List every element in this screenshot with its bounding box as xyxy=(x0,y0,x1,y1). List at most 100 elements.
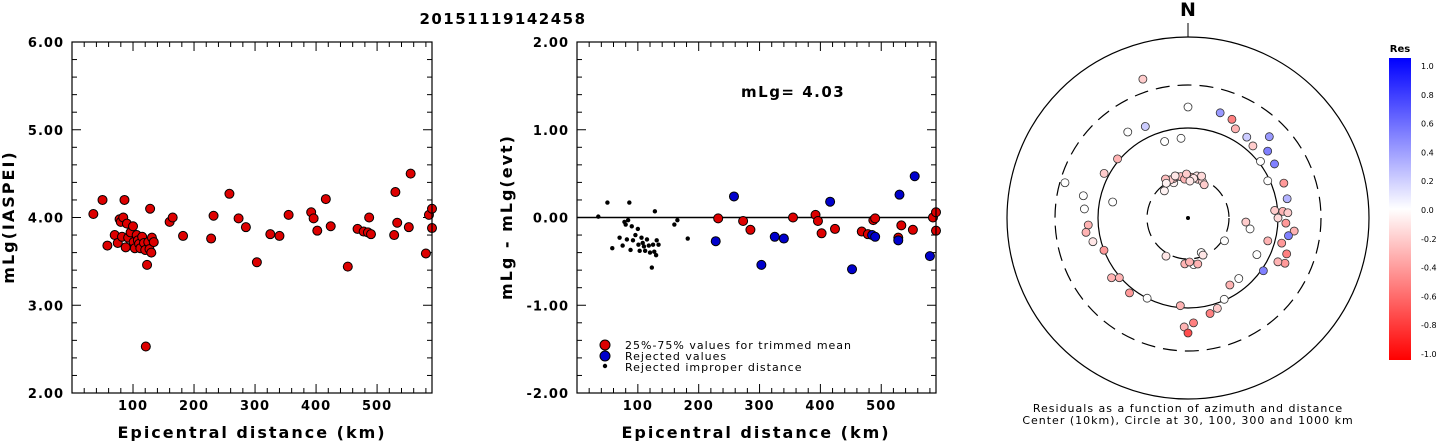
left-y-axis-title: mLg(IASPEI) xyxy=(0,150,18,283)
middle-point-trimmed-mean xyxy=(788,212,799,223)
polar-residual-point xyxy=(1083,220,1093,230)
middle-legend: 25%-75% values for trimmed mean Rejected… xyxy=(599,339,852,374)
middle-point-trimmed-mean xyxy=(812,216,823,227)
middle-y-tick-label: -2.00 xyxy=(527,387,569,402)
polar-residual-point xyxy=(1081,227,1091,237)
colorbar-tick-label: -0.2 xyxy=(1421,235,1437,244)
north-label: N xyxy=(1180,0,1196,21)
polar-residual-point xyxy=(1234,274,1244,283)
middle-point-improper-distance xyxy=(605,200,610,205)
magnitude-annotation: mLg= 4.03 xyxy=(741,83,845,101)
middle-x-tick-label: 100 xyxy=(623,399,653,414)
middle-point-improper-distance xyxy=(641,244,647,249)
middle-point-trimmed-mean xyxy=(896,220,907,231)
polar-residual-point xyxy=(1107,273,1116,283)
middle-y-axis-title: mLg - mLg(evt) xyxy=(497,134,516,300)
middle-point-improper-distance xyxy=(650,242,656,247)
legend-label-improper-distance: Rejected improper distance xyxy=(625,361,803,374)
left-x-tick-label: 300 xyxy=(240,399,270,414)
middle-y-tick-labels: -2.00 -1.00 0.00 1.00 2.00 xyxy=(527,36,569,402)
polar-residual-point xyxy=(1273,213,1283,223)
left-data-point xyxy=(167,212,178,223)
middle-plot-frame xyxy=(576,41,937,394)
polar-residual-point xyxy=(1283,208,1293,218)
polar-residual-point xyxy=(1215,108,1225,118)
left-y-tick-label: 6.00 xyxy=(28,36,64,51)
polar-residual-point xyxy=(1193,259,1203,269)
polar-residual-point xyxy=(1185,176,1195,186)
legend-marker-trimmed-mean xyxy=(599,339,611,351)
middle-point-rejected xyxy=(924,251,935,262)
middle-point-rejected xyxy=(756,259,767,270)
middle-point-rejected xyxy=(728,191,739,202)
left-data-point xyxy=(240,222,251,233)
middle-point-improper-distance xyxy=(635,226,641,232)
polar-residual-point xyxy=(1212,303,1222,313)
middle-point-improper-distance xyxy=(596,214,601,219)
left-data-point xyxy=(146,247,157,258)
middle-x-axis-title: Epicentral distance (km) xyxy=(621,423,890,441)
left-data-point xyxy=(283,209,294,220)
middle-point-improper-distance xyxy=(633,232,638,238)
polar-residual-point xyxy=(1138,74,1148,84)
middle-point-improper-distance xyxy=(637,248,642,254)
left-data-point xyxy=(224,188,235,199)
polar-panel: N Residuals as a function of azimuth and… xyxy=(1006,0,1370,427)
polar-caption-line1: Residuals as a function of azimuth and d… xyxy=(1033,402,1343,415)
middle-point-improper-distance xyxy=(627,200,632,205)
left-data-point xyxy=(178,230,189,241)
legend-label-rejected: Rejected values xyxy=(625,350,727,363)
polar-residual-point xyxy=(1220,236,1229,246)
polar-residual-point xyxy=(1231,124,1240,134)
legend-label-trimmed-mean: 25%-75% values for trimmed mean xyxy=(625,339,852,352)
left-data-point xyxy=(145,203,156,214)
middle-point-trimmed-mean xyxy=(907,224,918,235)
middle-point-improper-distance xyxy=(652,209,658,214)
left-data-point xyxy=(206,233,217,244)
polar-residual-point xyxy=(1263,146,1273,156)
middle-point-trimmed-mean xyxy=(745,224,756,235)
middle-point-improper-distance xyxy=(630,238,636,243)
polar-residual-point xyxy=(1140,122,1150,131)
left-data-point xyxy=(88,208,99,219)
left-data-point xyxy=(140,341,151,352)
left-data-point xyxy=(420,248,431,259)
left-data-point xyxy=(233,213,244,224)
middle-x-tick-label: 300 xyxy=(744,399,774,414)
polar-residual-point xyxy=(1289,226,1299,236)
middle-point-improper-distance xyxy=(647,250,653,255)
left-x-tick-label: 100 xyxy=(118,399,148,414)
left-data-point xyxy=(392,217,403,228)
polar-residual-point xyxy=(1277,238,1287,248)
polar-residual-point xyxy=(1242,132,1252,142)
polar-residual-point xyxy=(1282,249,1292,259)
left-data-point xyxy=(142,259,153,270)
left-data-point xyxy=(208,210,219,221)
left-data-point xyxy=(389,230,400,241)
polar-residual-point xyxy=(1183,328,1193,338)
middle-x-tick-label: 400 xyxy=(805,399,835,414)
polar-points xyxy=(1060,74,1299,338)
left-points xyxy=(88,168,437,352)
polar-residual-point xyxy=(1205,309,1215,318)
middle-point-trimmed-mean xyxy=(738,216,749,227)
colorbar-labels: 1.0 0.8 0.6 0.4 0.2 0.0 -0.2 -0.4 -0.6 -0.8 -1.0 xyxy=(1421,62,1437,359)
middle-point-rejected xyxy=(893,235,904,246)
polar-residual-point xyxy=(1159,186,1169,196)
left-data-point xyxy=(312,225,323,236)
left-data-point xyxy=(265,229,276,240)
colorbar-tick-label: -0.8 xyxy=(1421,321,1437,330)
polar-residual-point xyxy=(1219,294,1229,304)
middle-point-rejected xyxy=(847,264,858,275)
polar-residual-point xyxy=(1161,178,1171,188)
polar-residual-point xyxy=(1108,197,1118,207)
colorbar-tick-label: 0.6 xyxy=(1421,120,1434,129)
middle-point-improper-distance xyxy=(672,222,677,227)
left-data-point xyxy=(403,222,414,233)
colorbar-tick-label: 0.4 xyxy=(1421,148,1434,157)
left-data-point xyxy=(120,242,131,253)
polar-residual-point xyxy=(1078,191,1088,201)
left-x-axis-title: Epicentral distance (km) xyxy=(117,423,386,441)
middle-point-improper-distance xyxy=(620,243,625,248)
middle-y-tick-label: 2.00 xyxy=(533,36,569,51)
